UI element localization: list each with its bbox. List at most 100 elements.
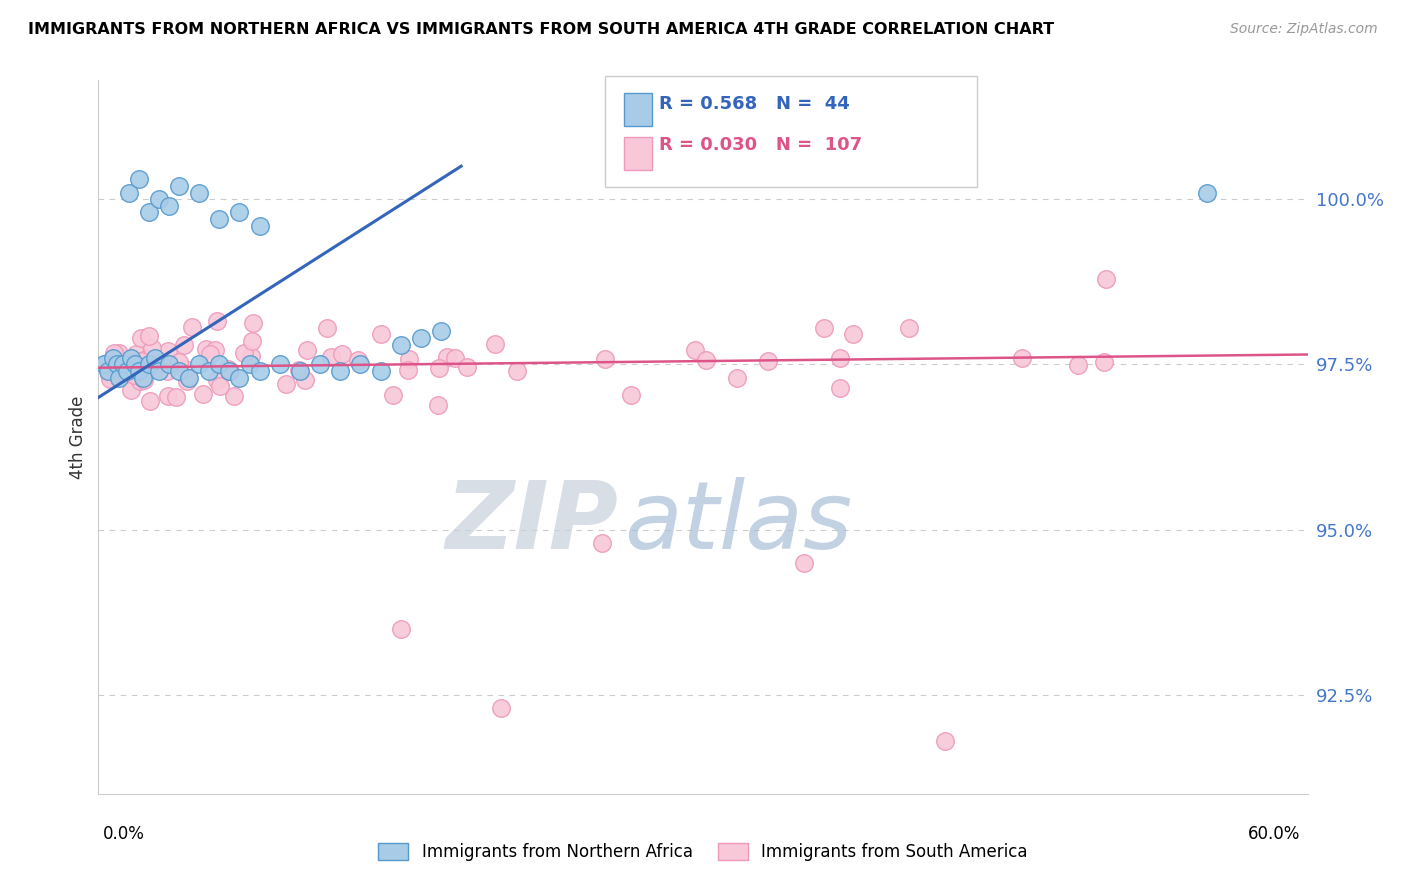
Point [506, 364, 529, 378]
Point [97, 367, 120, 381]
Point [1095, 271, 1118, 285]
Point [294, 373, 316, 387]
Point [228, 370, 250, 384]
Y-axis label: 4th Grade: 4th Grade [69, 395, 87, 479]
Point [249, 219, 271, 233]
Point [347, 353, 370, 368]
Point [897, 320, 920, 334]
Point [315, 321, 337, 335]
Point [148, 364, 170, 378]
Point [129, 331, 152, 345]
Point [830, 351, 852, 366]
Text: Source: ZipAtlas.com: Source: ZipAtlas.com [1230, 22, 1378, 37]
Point [125, 347, 148, 361]
Point [188, 186, 211, 200]
Point [191, 386, 214, 401]
Text: ZIP: ZIP [446, 476, 619, 569]
Text: IMMIGRANTS FROM NORTHERN AFRICA VS IMMIGRANTS FROM SOUTH AMERICA 4TH GRADE CORRE: IMMIGRANTS FROM NORTHERN AFRICA VS IMMIG… [28, 22, 1054, 37]
Point [1067, 358, 1090, 372]
Point [444, 351, 467, 366]
Point [108, 358, 131, 372]
Point [239, 349, 262, 363]
Point [249, 364, 271, 378]
Point [138, 358, 160, 372]
Point [793, 556, 815, 570]
Point [242, 316, 264, 330]
Point [274, 376, 297, 391]
Text: R = 0.568   N =  44: R = 0.568 N = 44 [659, 95, 851, 112]
Point [209, 379, 232, 393]
Point [429, 361, 451, 376]
Point [389, 337, 412, 351]
Point [179, 370, 201, 384]
Point [620, 388, 643, 402]
Point [198, 364, 221, 378]
Point [105, 354, 128, 368]
Point [156, 364, 179, 378]
Point [242, 334, 264, 349]
Point [595, 351, 617, 366]
Point [218, 364, 240, 378]
Point [319, 350, 342, 364]
Point [124, 368, 146, 382]
Point [176, 374, 198, 388]
Point [96, 356, 118, 370]
Point [165, 391, 187, 405]
Point [233, 346, 256, 360]
Point [111, 358, 134, 372]
Point [98, 360, 121, 375]
Point [120, 383, 142, 397]
Text: R = 0.030   N =  107: R = 0.030 N = 107 [659, 136, 862, 154]
Point [138, 329, 160, 343]
Point [128, 172, 150, 186]
Point [349, 358, 371, 372]
Point [456, 360, 478, 375]
Point [934, 734, 956, 748]
Point [1011, 351, 1033, 366]
Point [398, 352, 420, 367]
Point [309, 358, 332, 372]
Point [725, 371, 748, 385]
Point [228, 205, 250, 219]
Text: 0.0%: 0.0% [103, 825, 145, 843]
Point [120, 363, 142, 377]
Point [173, 338, 195, 352]
Point [142, 362, 165, 376]
Point [389, 622, 412, 636]
Point [1094, 355, 1116, 369]
Point [370, 327, 392, 342]
Point [224, 389, 246, 403]
Point [121, 359, 143, 374]
Point [204, 343, 226, 358]
Point [208, 358, 231, 372]
Point [107, 370, 129, 384]
Point [157, 199, 180, 213]
Point [132, 373, 155, 387]
Point [157, 358, 180, 372]
Point [139, 393, 162, 408]
Point [131, 354, 153, 368]
Point [104, 360, 127, 375]
Point [120, 351, 142, 365]
Point [124, 364, 146, 378]
Point [167, 355, 190, 369]
Point [138, 205, 160, 219]
Point [177, 369, 200, 384]
Point [167, 179, 190, 194]
Point [756, 354, 779, 368]
Point [141, 354, 163, 368]
Point [128, 374, 150, 388]
Point [695, 352, 717, 367]
Point [218, 364, 240, 378]
Point [484, 337, 506, 351]
Point [157, 389, 180, 403]
Point [491, 701, 513, 715]
Point [208, 212, 231, 227]
Point [382, 388, 405, 402]
Point [828, 381, 851, 395]
Point [205, 373, 228, 387]
Point [101, 351, 124, 365]
Point [174, 361, 197, 376]
Point [124, 358, 146, 372]
Legend: Immigrants from Northern Africa, Immigrants from South America: Immigrants from Northern Africa, Immigra… [371, 836, 1035, 868]
